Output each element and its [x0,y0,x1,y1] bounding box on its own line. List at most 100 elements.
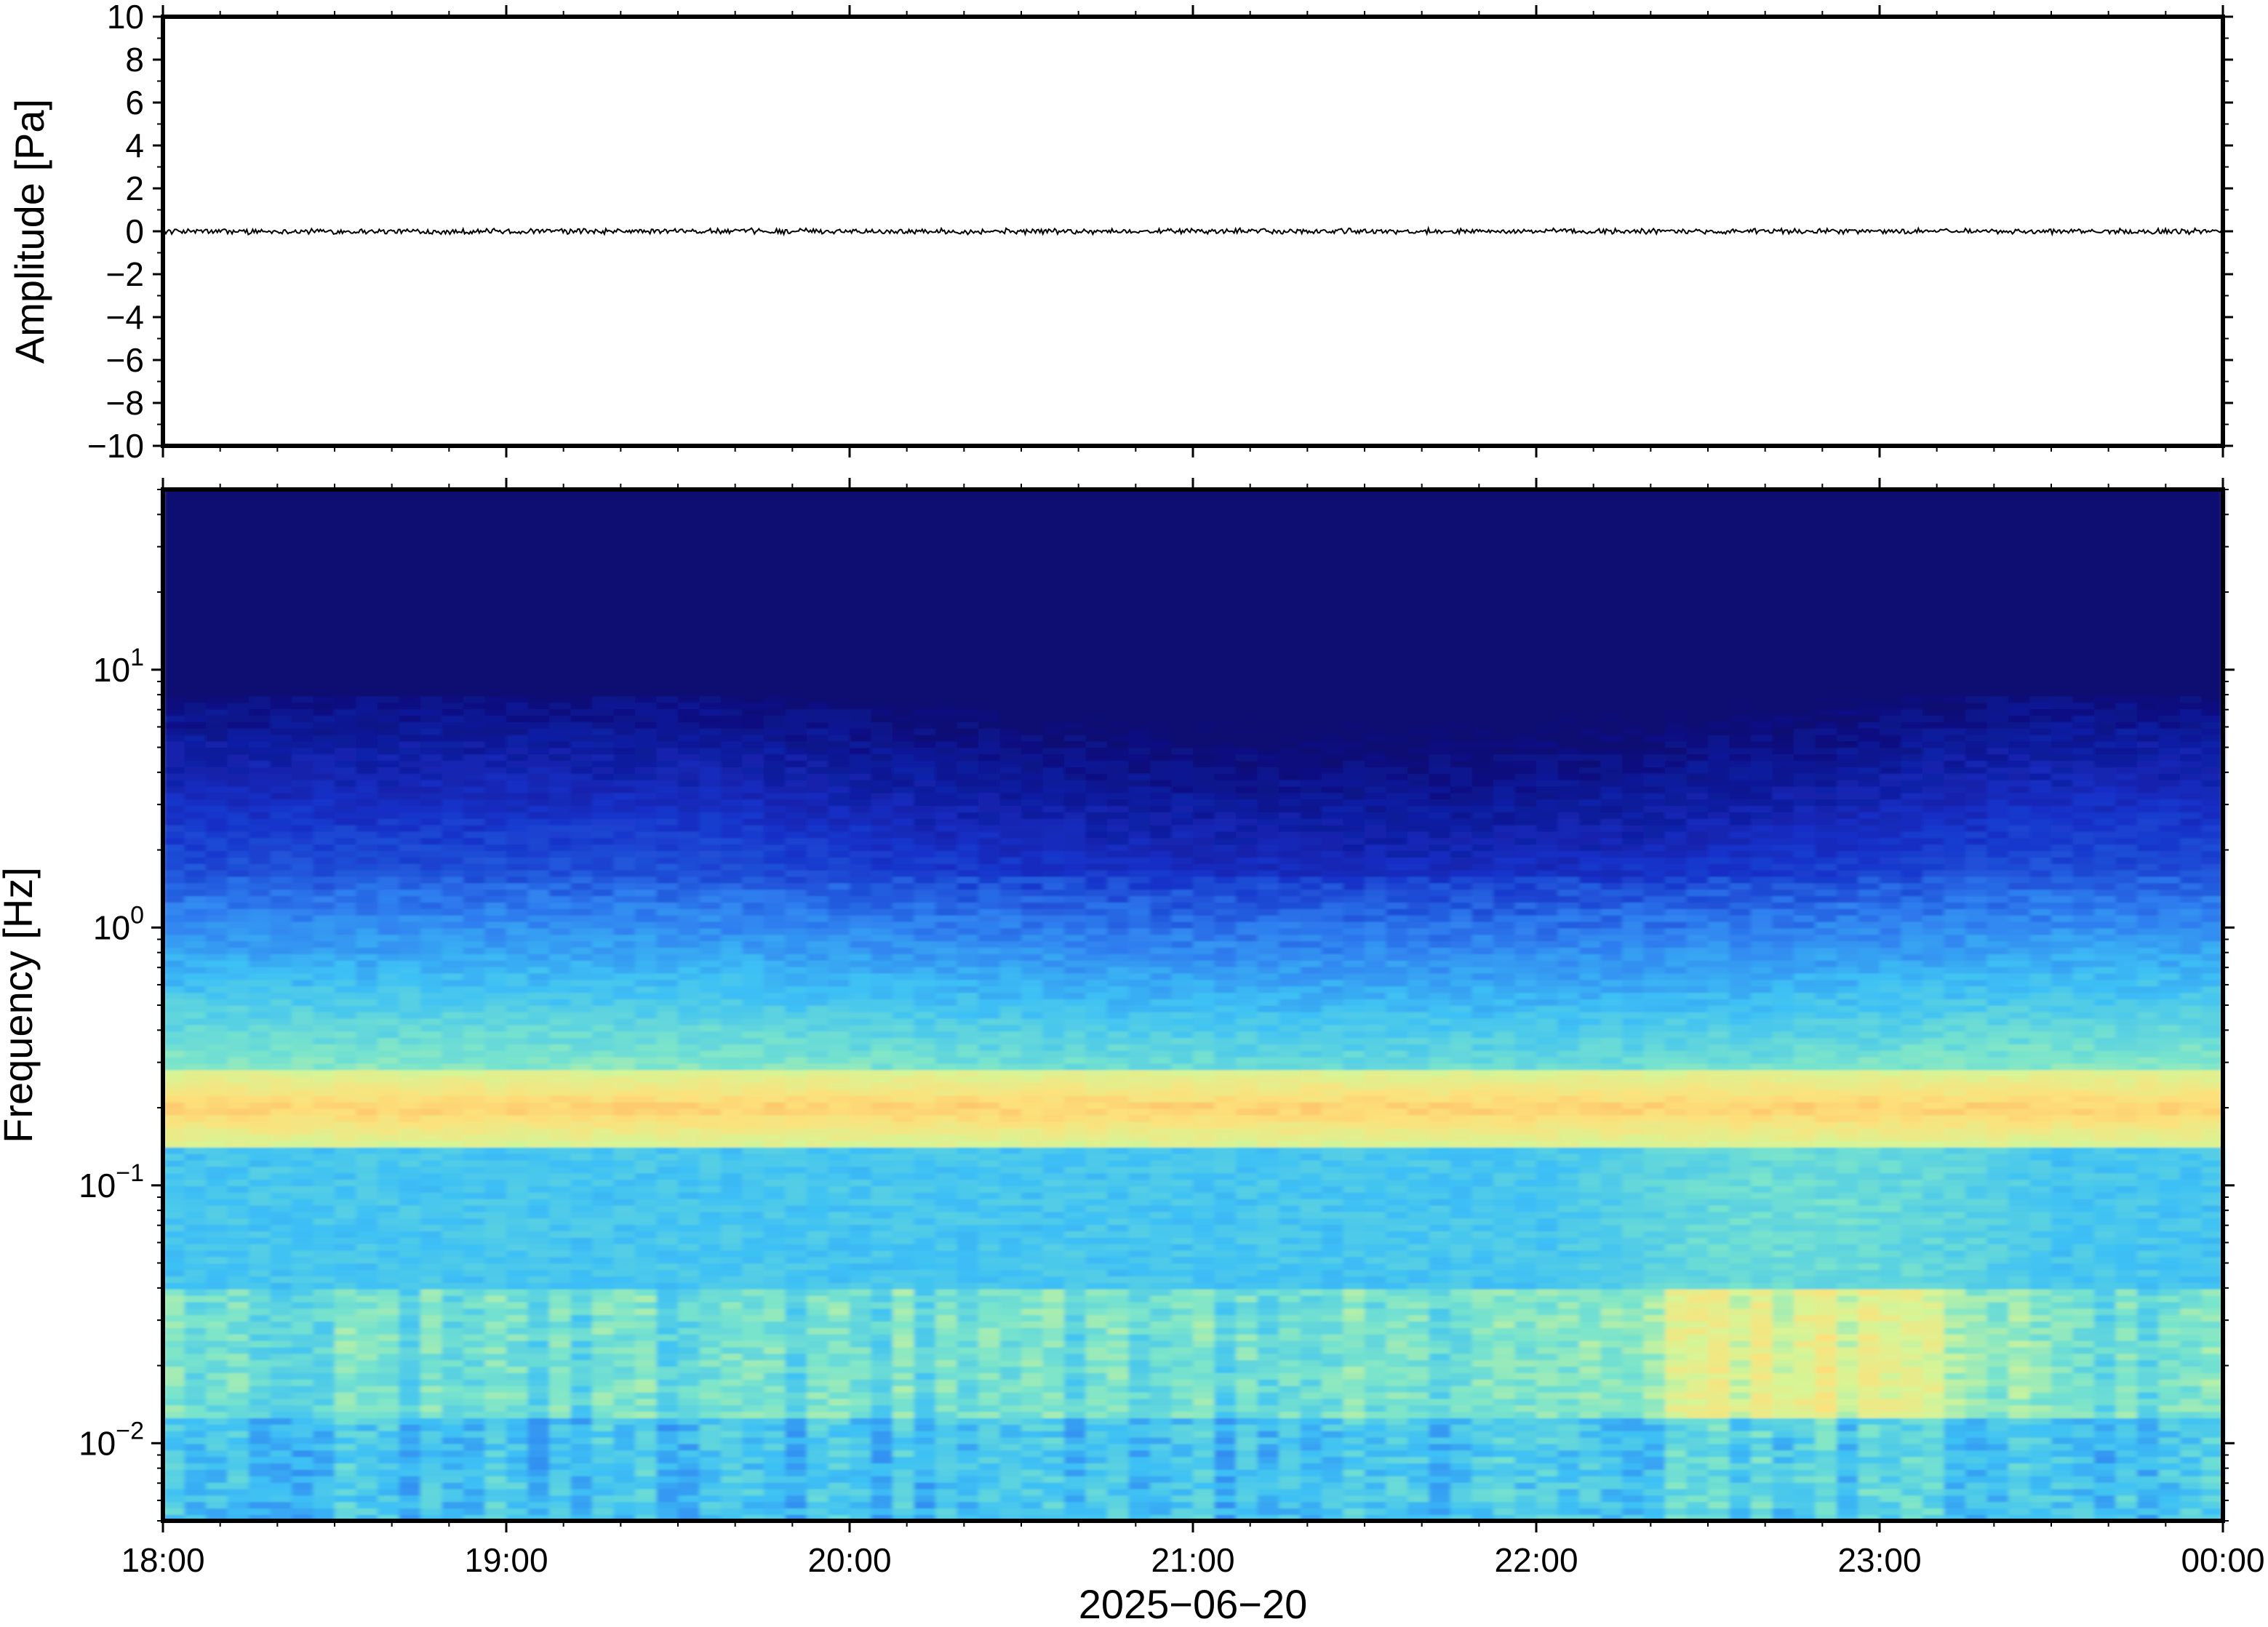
spectrogram-cell [292,696,314,703]
spectrogram-cell [292,1450,314,1458]
spectrogram-cell [399,503,421,510]
spectrogram-cell [378,1424,399,1431]
spectrogram-cell [721,1263,743,1271]
spectrogram-cell [314,902,335,909]
spectrogram-cell [163,986,185,993]
spectrogram-cell [506,663,528,671]
spectrogram-cell [700,728,722,735]
spectrogram-cell [463,606,485,613]
spectrogram-cell [420,902,442,909]
spectrogram-cell [292,1444,314,1451]
spectrogram-cell [506,1444,528,1451]
spectrogram-cell [356,799,378,806]
spectrogram-cell [271,541,292,548]
spectrogram-cell [163,1025,185,1032]
spectrogram-cell [228,908,249,916]
spectrogram-cell [528,1289,550,1296]
spectrogram-cell [271,767,292,774]
spectrogram-cell [571,1295,593,1303]
spectrogram-cell [463,1437,485,1444]
spectrogram-cell [614,638,636,645]
spectrogram-cell [786,748,807,755]
spectrogram-cell [271,1276,292,1283]
spectrogram-cell [786,1070,807,1077]
spectrogram-cell [549,1437,571,1444]
spectrogram-cell [399,992,421,999]
spectrogram-cell [356,1450,378,1458]
spectrogram-cell [614,1399,636,1406]
spectrogram-cell [657,1057,679,1064]
spectrogram-cell [807,1366,828,1373]
spectrogram-cell [314,883,335,890]
spectrogram-cell [292,586,314,593]
spectrogram-cell [399,1044,421,1051]
spectrogram-cell [163,1063,185,1071]
spectrogram-cell [549,657,571,664]
spectrogram-cell [528,1354,550,1361]
spectrogram-cell [635,1076,657,1083]
spectrogram-cell [420,1186,442,1193]
spectrogram-cell [442,760,464,767]
spectrogram-cell [356,1411,378,1418]
spectrogram-cell [678,1469,700,1476]
spectrogram-cell [485,1192,507,1199]
spectrogram-cell [721,1366,743,1373]
spectrogram-cell [442,1224,464,1231]
spectrogram-cell [614,1314,636,1322]
spectrogram-cell [700,663,722,671]
spectrogram-cell [506,689,528,697]
spectrogram-cell [678,593,700,600]
spectrogram-cell [657,1444,679,1451]
spectrogram-cell [378,1372,399,1380]
spectrogram-cell [528,1456,550,1463]
spectrogram-cell [378,793,399,800]
spectrogram-cell [185,1489,207,1496]
spectrogram-cell [378,1379,399,1386]
spectrogram-cell [592,1359,614,1367]
spectrogram-cell [506,748,528,755]
spectrogram-cell [786,844,807,851]
spectrogram-cell [420,857,442,864]
spectrogram-cell [228,663,249,671]
spectrogram-cell [249,1508,271,1515]
spectrogram-cell [700,1057,722,1064]
spectrogram-cell [163,1154,185,1161]
spectrogram-cell [420,1302,442,1309]
spectrogram-cell [485,940,507,948]
spectrogram-cell [549,1063,571,1071]
spectrogram-cell [442,844,464,851]
spectrogram-cell [549,1050,571,1058]
spectrogram-cell [764,986,786,993]
spectrogram-cell [420,870,442,877]
spectrogram-cell [506,1404,528,1412]
spectrogram-cell [721,967,743,974]
spectrogram-cell [700,683,722,690]
spectrogram-cell [721,612,743,619]
spectrogram-cell [463,638,485,645]
spectrogram-cell [764,1424,786,1431]
spectrogram-cell [228,960,249,967]
spectrogram-cell [420,1179,442,1186]
spectrogram-cell [228,1244,249,1251]
spectrogram-cell [228,638,249,645]
spectrogram-cell [399,1186,421,1193]
spectrogram-cell [721,799,743,806]
spectrogram-cell [764,1450,786,1458]
spectrogram-cell [271,663,292,671]
spectrogram-cell [335,1179,356,1186]
spectrogram-cell [420,1314,442,1322]
spectrogram-cell [485,1102,507,1109]
spectrogram-cell [506,728,528,735]
spectrogram-cell [700,876,722,884]
spectrogram-cell [163,496,185,503]
spectrogram-cell [721,805,743,812]
spectrogram-cell [314,593,335,600]
spectrogram-cell [571,1212,593,1219]
spectrogram-cell [549,992,571,999]
spectrogram-cell [549,618,571,625]
spectrogram-cell [420,612,442,619]
spectrogram-cell [506,980,528,987]
spectrogram-cell [764,503,786,510]
spectrogram-cell [721,708,743,716]
spectrogram-cell [378,1347,399,1354]
